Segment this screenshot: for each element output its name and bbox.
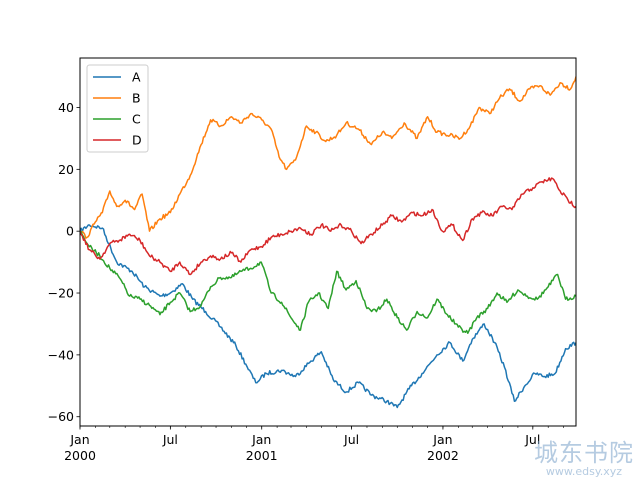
y-tick-label: −60 (48, 409, 74, 424)
x-tick-label: Jul (343, 432, 359, 447)
x-tick-year-label: 2002 (427, 448, 459, 463)
y-tick-label: 20 (58, 162, 74, 177)
x-tick-label: Jan (432, 432, 452, 447)
series-layer (80, 76, 576, 409)
legend-label-B: B (132, 91, 141, 106)
watermark-url: www.edsy.xyz (545, 465, 623, 478)
x-tick-label: Jul (162, 432, 178, 447)
y-tick-label: −40 (48, 347, 74, 362)
x-tick-label: Jan (251, 432, 271, 447)
y-axis: −60 −40 −20 0 20 40 (48, 100, 80, 424)
series-C-line (80, 230, 576, 334)
y-tick-label: 40 (58, 100, 74, 115)
y-tick-label: −20 (48, 286, 74, 301)
legend-box (86, 64, 149, 153)
watermark: 城东书院 www.edsy.xyz (534, 440, 634, 478)
x-tick-label: Jan (69, 432, 89, 447)
x-tick-label: Jul (524, 432, 540, 447)
watermark-title: 城东书院 (534, 439, 634, 467)
x-tick-year-label: 2001 (246, 448, 278, 463)
legend-label-A: A (132, 70, 141, 85)
legend-label-D: D (132, 133, 142, 148)
x-tick-year-label: 2000 (64, 448, 96, 463)
series-B-line (80, 76, 576, 239)
series-D-line (80, 177, 576, 276)
plot-frame (79, 57, 577, 427)
y-tick-label: 0 (66, 224, 74, 239)
series-A-line (80, 224, 576, 409)
legend-label-C: C (132, 112, 141, 127)
